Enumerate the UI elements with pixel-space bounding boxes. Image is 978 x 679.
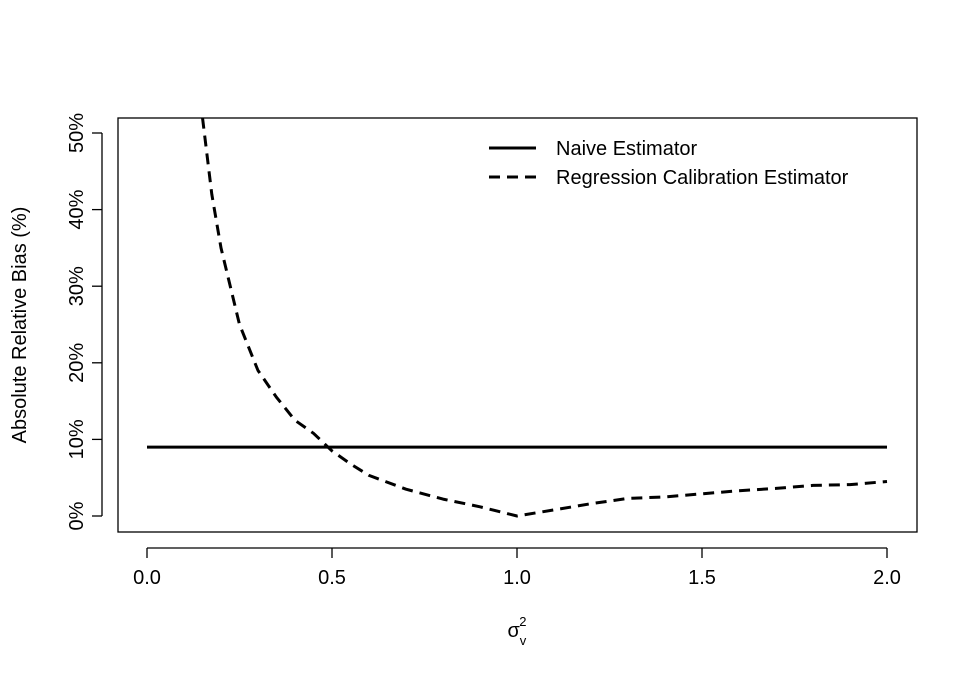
y-tick-label: 20%	[66, 343, 88, 383]
legend-label: Naive Estimator	[556, 138, 697, 160]
y-tick-label: 10%	[66, 419, 88, 459]
y-tick-label: 0%	[66, 501, 88, 530]
y-tick-label: 30%	[66, 266, 88, 306]
x-tick-label: 0.5	[318, 567, 346, 589]
y-axis-title: Absolute Relative Bias (%)	[9, 207, 31, 444]
plot-frame	[117, 117, 918, 533]
legend: Naive Estimator Regression Calibration Es…	[489, 138, 849, 189]
x-axis-title-superscript: 2	[519, 614, 526, 629]
x-tick-label: 0.0	[133, 567, 161, 589]
y-axis: 0% 10% 20% 30% 40% 50%	[66, 113, 103, 530]
series-line-regression-calibration	[201, 118, 888, 518]
legend-label: Regression Calibration Estimator	[556, 167, 849, 189]
x-axis-title: σv 2	[507, 614, 526, 648]
x-axis-title-symbol: σ	[507, 620, 520, 642]
series-lines	[147, 118, 888, 518]
x-axis-title-subscript: v	[520, 633, 527, 648]
x-tick-label: 2.0	[873, 567, 901, 589]
x-tick-label: 1.5	[688, 567, 716, 589]
x-tick-label: 1.0	[503, 567, 531, 589]
y-tick-label: 50%	[66, 113, 88, 153]
x-axis: 0.0 0.5 1.0 1.5 2.0	[133, 547, 901, 589]
y-tick-label: 40%	[66, 189, 88, 229]
